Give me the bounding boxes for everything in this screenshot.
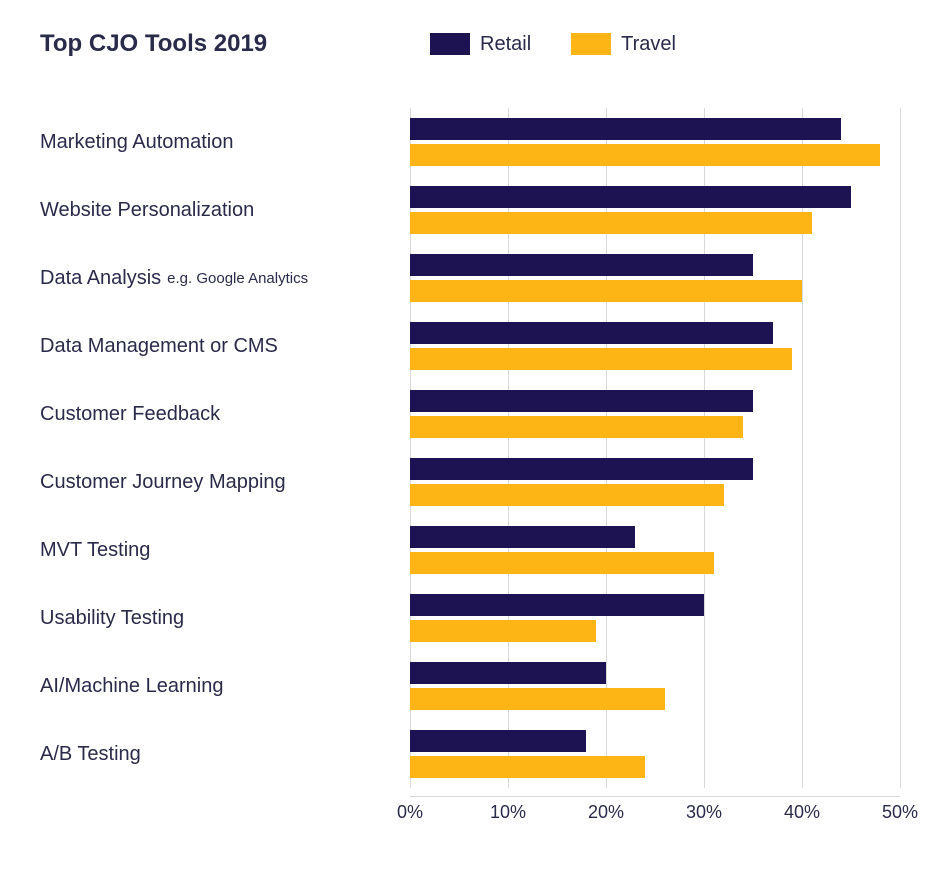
chart-header: Top CJO Tools 2019 Retail Travel <box>40 30 900 58</box>
bar-row <box>410 380 900 448</box>
bar-row <box>410 584 900 652</box>
legend-item: Retail <box>430 33 531 56</box>
y-axis-label: Usability Testing <box>40 584 390 652</box>
category-label: Customer Feedback <box>40 403 220 426</box>
x-axis: 0%10%20%30%40%50% <box>410 796 900 836</box>
bar-row <box>410 244 900 312</box>
category-label: Usability Testing <box>40 607 184 630</box>
category-label: Website Personalization <box>40 199 254 222</box>
bar-travel <box>410 212 812 234</box>
bar-travel <box>410 688 665 710</box>
bar-travel <box>410 484 724 506</box>
legend-swatch <box>571 33 611 55</box>
category-label: Customer Journey Mapping <box>40 471 286 494</box>
x-tick: 40% <box>784 802 820 823</box>
x-tick: 20% <box>588 802 624 823</box>
bar-row <box>410 108 900 176</box>
category-label: Data Management or CMS <box>40 335 278 358</box>
bar-travel <box>410 348 792 370</box>
category-label: Data Analysis <box>40 267 161 290</box>
category-label: A/B Testing <box>40 743 141 766</box>
bar-row <box>410 652 900 720</box>
bar-row <box>410 448 900 516</box>
y-axis-label: Data Management or CMS <box>40 312 390 380</box>
y-axis-label: Customer Journey Mapping <box>40 448 390 516</box>
y-axis-label: AI/Machine Learning <box>40 652 390 720</box>
y-axis-label: Data Analysis e.g. Google Analytics <box>40 244 390 312</box>
plot-area: 0%10%20%30%40%50% <box>410 108 900 836</box>
legend-item: Travel <box>571 33 676 56</box>
bar-retail <box>410 322 773 344</box>
legend-label: Retail <box>480 33 531 56</box>
bar-retail <box>410 730 586 752</box>
bar-row <box>410 516 900 584</box>
legend: Retail Travel <box>430 33 676 56</box>
bar-retail <box>410 458 753 480</box>
y-axis-labels: Marketing Automation Website Personalizat… <box>40 108 410 836</box>
bar-travel <box>410 144 880 166</box>
bar-retail <box>410 118 841 140</box>
chart-area: Marketing Automation Website Personalizat… <box>40 108 900 836</box>
y-axis-label: A/B Testing <box>40 720 390 788</box>
legend-label: Travel <box>621 33 676 56</box>
bar-retail <box>410 390 753 412</box>
y-axis-label: MVT Testing <box>40 516 390 584</box>
y-axis-label: Marketing Automation <box>40 108 390 176</box>
category-label: MVT Testing <box>40 539 150 562</box>
bars-layer <box>410 108 900 788</box>
bar-retail <box>410 254 753 276</box>
bar-travel <box>410 416 743 438</box>
legend-swatch <box>430 33 470 55</box>
bar-row <box>410 312 900 380</box>
plot <box>410 108 900 788</box>
x-tick: 50% <box>882 802 918 823</box>
y-axis-label: Website Personalization <box>40 176 390 244</box>
bar-travel <box>410 280 802 302</box>
x-tick: 30% <box>686 802 722 823</box>
category-label-suffix: e.g. Google Analytics <box>167 270 308 287</box>
bar-retail <box>410 662 606 684</box>
bar-travel <box>410 552 714 574</box>
bar-row <box>410 176 900 244</box>
bar-travel <box>410 620 596 642</box>
bar-travel <box>410 756 645 778</box>
gridline <box>900 108 901 788</box>
bar-retail <box>410 186 851 208</box>
bar-retail <box>410 526 635 548</box>
y-axis-label: Customer Feedback <box>40 380 390 448</box>
bar-retail <box>410 594 704 616</box>
x-tick: 10% <box>490 802 526 823</box>
bar-row <box>410 720 900 788</box>
category-label: Marketing Automation <box>40 131 233 154</box>
chart-title: Top CJO Tools 2019 <box>40 30 430 58</box>
x-axis-line <box>410 796 900 797</box>
category-label: AI/Machine Learning <box>40 675 223 698</box>
x-tick: 0% <box>397 802 423 823</box>
